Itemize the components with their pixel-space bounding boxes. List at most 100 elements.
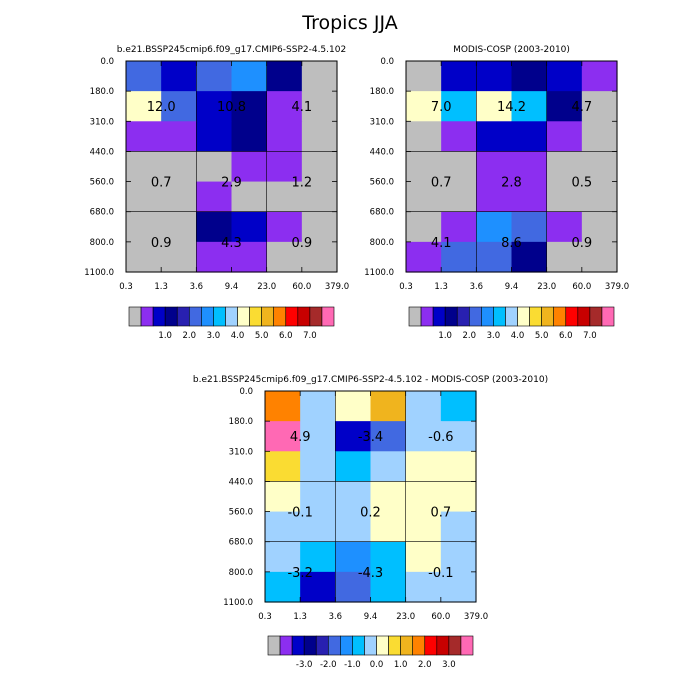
x-tick-label: 1.3	[293, 612, 307, 622]
heatmap-cell	[301, 121, 338, 153]
heatmap-cell	[546, 211, 583, 243]
data-label: 4.1	[291, 100, 312, 115]
heatmap-cell	[511, 121, 548, 153]
colorbar-box	[444, 306, 458, 327]
colorbar-box	[267, 635, 281, 656]
heatmap-cell	[440, 541, 477, 573]
colorbar-tick-label: 0.0	[370, 660, 384, 670]
data-label: -0.1	[428, 566, 453, 581]
panel-title: b.e21.BSSP245cmip6.f09_g17.CMIP6-SSP2-4.…	[117, 45, 346, 55]
y-tick-label: 180.0	[370, 87, 394, 97]
heatmap-cell	[265, 391, 301, 422]
heatmap-cell	[161, 91, 197, 122]
colorbar-box	[448, 635, 462, 656]
heatmap-cell	[161, 241, 197, 273]
colorbar-box	[505, 306, 518, 327]
data-label: 7.0	[431, 100, 452, 115]
colorbar-box	[493, 306, 506, 327]
heatmap-cell	[266, 211, 303, 243]
y-tick-label: 800.0	[370, 238, 394, 248]
heatmap-cell	[511, 151, 548, 183]
panel-title: MODIS-COSP (2003-2010)	[453, 45, 570, 55]
colorbar-tick-label: 6.0	[279, 331, 293, 341]
y-tick-label: 560.0	[370, 178, 394, 188]
colorbar-box	[237, 306, 250, 327]
y-tick-label: 180.0	[90, 87, 114, 97]
heatmap-cell	[266, 241, 303, 273]
colorbar-tick-label: -3.0	[296, 660, 313, 670]
colorbar-box	[128, 306, 142, 327]
heatmap-cell	[440, 571, 477, 603]
heatmap-cell	[511, 241, 548, 273]
heatmap-cell	[265, 451, 301, 483]
heatmap-cell	[161, 151, 197, 183]
heatmap-cell	[301, 181, 338, 213]
data-label: 12.0	[147, 100, 176, 115]
heatmap-cell	[126, 181, 162, 213]
data-label: 4.7	[571, 100, 592, 115]
heatmap-cell	[231, 211, 268, 243]
x-tick-label: 379.0	[464, 612, 488, 622]
heatmap-cell	[441, 91, 477, 122]
colorbar-box	[176, 306, 190, 327]
heatmap-cell	[126, 91, 162, 122]
heatmap-cell	[440, 481, 477, 513]
y-tick-label: 1100.0	[223, 598, 253, 608]
heatmap-cell	[231, 181, 268, 213]
colorbar-box	[529, 306, 542, 327]
colorbar-tick-label: 2.0	[463, 331, 477, 341]
heatmap-cell	[546, 241, 583, 273]
colorbar-tick-label: 3.0	[487, 331, 501, 341]
heatmap-cell	[405, 511, 442, 543]
heatmap-cell	[441, 211, 477, 243]
colorbar-box	[297, 306, 311, 327]
heatmap-cell	[266, 151, 303, 183]
heatmap-cell	[231, 61, 268, 92]
colorbar-box	[315, 635, 329, 656]
heatmap-cell	[301, 241, 338, 273]
y-tick-label: 680.0	[90, 208, 114, 218]
heatmap-cell	[441, 61, 477, 92]
colorbar-tick-label: 2.0	[183, 331, 197, 341]
heatmap-cell	[581, 61, 618, 92]
heatmap-cell	[581, 91, 618, 122]
heatmap-cell	[406, 211, 442, 243]
heatmap-cell	[581, 211, 618, 243]
heatmap-cell	[546, 181, 583, 213]
colorbar-box	[420, 306, 434, 327]
data-label: 4.3	[221, 236, 242, 251]
colorbar-box	[285, 306, 299, 327]
colorbar-box	[412, 635, 426, 656]
panels: b.e21.BSSP245cmip6.f09_g17.CMIP6-SSP2-4.…	[84, 45, 629, 670]
data-label: 0.7	[430, 506, 451, 521]
heatmap-cell	[546, 121, 583, 153]
heatmap-cell	[266, 121, 303, 153]
panel-title: b.e21.BSSP245cmip6.f09_g17.CMIP6-SSP2-4.…	[193, 375, 548, 385]
x-tick-label: 3.6	[470, 282, 484, 292]
y-tick-label: 1100.0	[364, 268, 394, 278]
heatmap-cell	[231, 241, 268, 273]
colorbar-box	[577, 306, 591, 327]
heatmap-cell	[265, 421, 301, 452]
heatmap-cell	[161, 121, 197, 153]
x-tick-label: 23.0	[396, 612, 415, 622]
y-tick-label: 0.0	[380, 57, 394, 67]
colorbar-box	[201, 306, 214, 327]
colorbar-box	[249, 306, 262, 327]
colorbar-tick-label: 2.0	[418, 660, 432, 670]
x-tick-label: 1.3	[154, 282, 168, 292]
heatmap-cell	[266, 181, 303, 213]
data-label: -0.6	[428, 430, 453, 445]
heatmap-cell	[301, 91, 338, 122]
heatmap-cell	[265, 571, 301, 603]
heatmap-cell	[196, 181, 233, 213]
y-tick-label: 680.0	[370, 208, 394, 218]
heatmap-cell	[441, 241, 477, 273]
colorbar-box	[364, 635, 377, 656]
heatmap-cell	[196, 241, 233, 273]
heatmap-cell	[161, 61, 197, 92]
colorbar-tick-label: 3.0	[442, 660, 456, 670]
y-tick-label: 440.0	[229, 477, 253, 487]
heatmap-cell	[335, 391, 372, 422]
colorbar-box	[481, 306, 494, 327]
